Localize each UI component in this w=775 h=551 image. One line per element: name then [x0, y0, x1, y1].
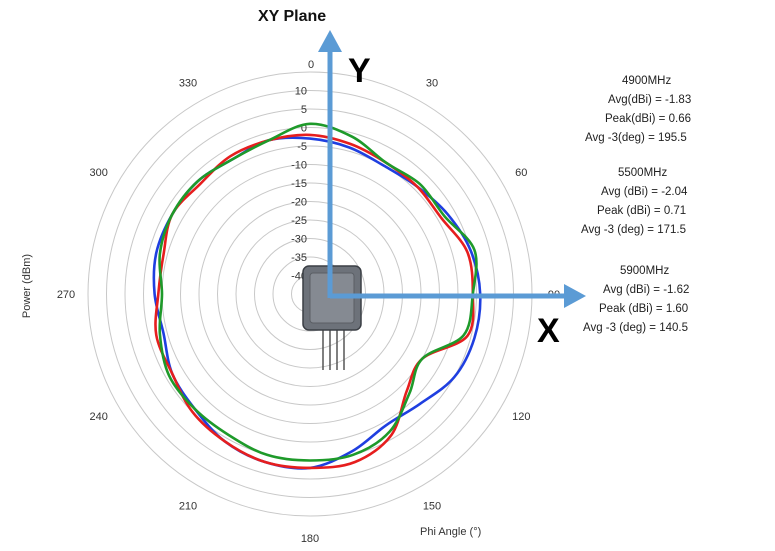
annotation-value: 1.60: [665, 303, 689, 315]
annotation-value: -1.83: [665, 94, 692, 106]
annotation-5500: 5500MHz Avg (dBi) = -2.04 Peak (dBi) = 0…: [581, 164, 731, 240]
annotation-key: Avg (dBi) =: [603, 284, 660, 296]
annotation-value: -2.04: [661, 186, 688, 198]
annotation-freq: 4900MHz: [622, 75, 672, 87]
annotation-4900: 4900MHz Avg(dBi) = -1.83 Peak(dBi) = 0.6…: [585, 72, 735, 148]
angle-tick-label: 330: [179, 78, 197, 90]
annotation-value: 171.5: [657, 224, 686, 236]
series-line-2: [158, 122, 478, 462]
angle-tick-label: 240: [90, 411, 108, 423]
radial-tick-label: -15: [291, 178, 307, 190]
angle-tick-label: 0: [308, 59, 314, 71]
radial-tick-label: 10: [295, 86, 307, 98]
angle-tick-label: 300: [90, 167, 108, 179]
annotation-key: Avg -3(deg) =: [585, 132, 655, 144]
annotation-key: Avg(dBi) =: [608, 94, 662, 106]
annotation-value: -1.62: [663, 284, 690, 296]
annotation-freq: 5500MHz: [618, 167, 668, 179]
annotation-key: Avg -3 (deg) =: [581, 224, 654, 236]
x-axis-letter: X: [537, 312, 560, 350]
angle-axis-label: Phi Angle (°): [420, 526, 482, 538]
annotation-key: Avg (dBi) =: [601, 186, 658, 198]
annotation-value: 0.71: [663, 205, 687, 217]
radial-tick-label: -10: [291, 160, 307, 172]
angle-tick-label: 180: [301, 533, 319, 545]
radial-axis-label: Power (dBm): [21, 253, 33, 319]
angle-tick-label: 30: [426, 78, 438, 90]
annotation-key: Avg -3 (deg) =: [583, 322, 656, 334]
angle-tick-label: 60: [515, 167, 527, 179]
annotation-freq: 5900MHz: [620, 265, 670, 277]
angle-tick-label: 210: [179, 500, 197, 512]
radial-tick-label: -20: [291, 197, 307, 209]
radial-tick-label: -30: [291, 234, 307, 246]
annotation-key: Peak (dBi) =: [597, 205, 661, 217]
chart-title: XY Plane: [258, 8, 327, 25]
annotation-key: Peak (dBi) =: [599, 303, 663, 315]
radial-tick-label: -35: [291, 252, 307, 264]
angle-tick-label: 270: [57, 289, 75, 301]
annotation-value: 140.5: [659, 322, 688, 334]
angle-tick-label: 120: [512, 411, 530, 423]
radial-tick-label: -25: [291, 215, 307, 227]
annotation-value: 0.66: [668, 113, 691, 125]
radial-tick-label: 0: [301, 123, 307, 135]
radial-tick-label: 5: [301, 104, 307, 116]
y-axis-letter: Y: [348, 52, 371, 90]
angle-tick-label: 150: [423, 500, 441, 512]
annotation-value: 195.5: [658, 132, 687, 144]
xy-axis-arrows: [318, 30, 586, 308]
annotation-5900: 5900MHz Avg (dBi) = -1.62 Peak (dBi) = 1…: [583, 262, 733, 338]
annotation-key: Peak(dBi) =: [605, 113, 666, 125]
radial-tick-label: -5: [297, 141, 307, 153]
